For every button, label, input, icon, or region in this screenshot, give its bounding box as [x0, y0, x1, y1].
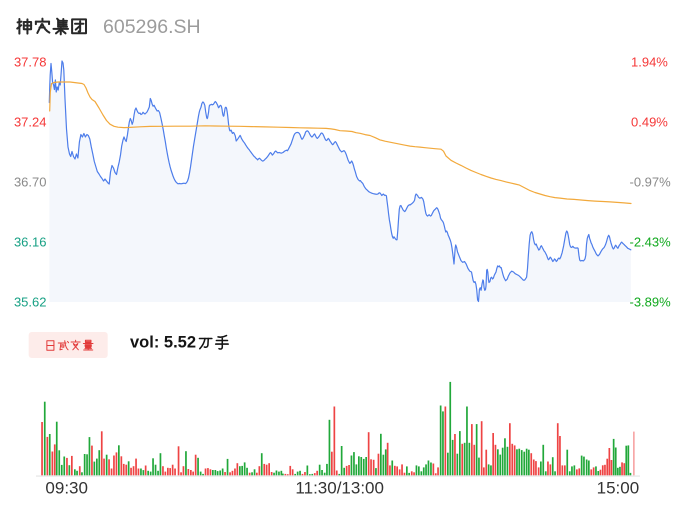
svg-text:0.49%: 0.49%	[631, 115, 668, 130]
svg-text:11:30/13:00: 11:30/13:00	[295, 479, 384, 498]
svg-text:-0.97%: -0.97%	[630, 175, 672, 190]
svg-text:-3.89%: -3.89%	[630, 295, 672, 310]
svg-text:09:30: 09:30	[45, 479, 88, 498]
svg-text:37.78: 37.78	[14, 55, 47, 70]
svg-text:-2.43%: -2.43%	[630, 235, 672, 250]
svg-text:36.16: 36.16	[14, 235, 47, 250]
svg-text:605296.SH: 605296.SH	[103, 16, 201, 38]
svg-text:37.24: 37.24	[14, 115, 47, 130]
svg-text:35.62: 35.62	[14, 295, 47, 310]
svg-text:vol: 5.52: vol: 5.52	[130, 334, 196, 352]
svg-text:36.70: 36.70	[14, 175, 47, 190]
svg-text:1.94%: 1.94%	[631, 55, 668, 70]
svg-text:15:00: 15:00	[597, 479, 640, 498]
